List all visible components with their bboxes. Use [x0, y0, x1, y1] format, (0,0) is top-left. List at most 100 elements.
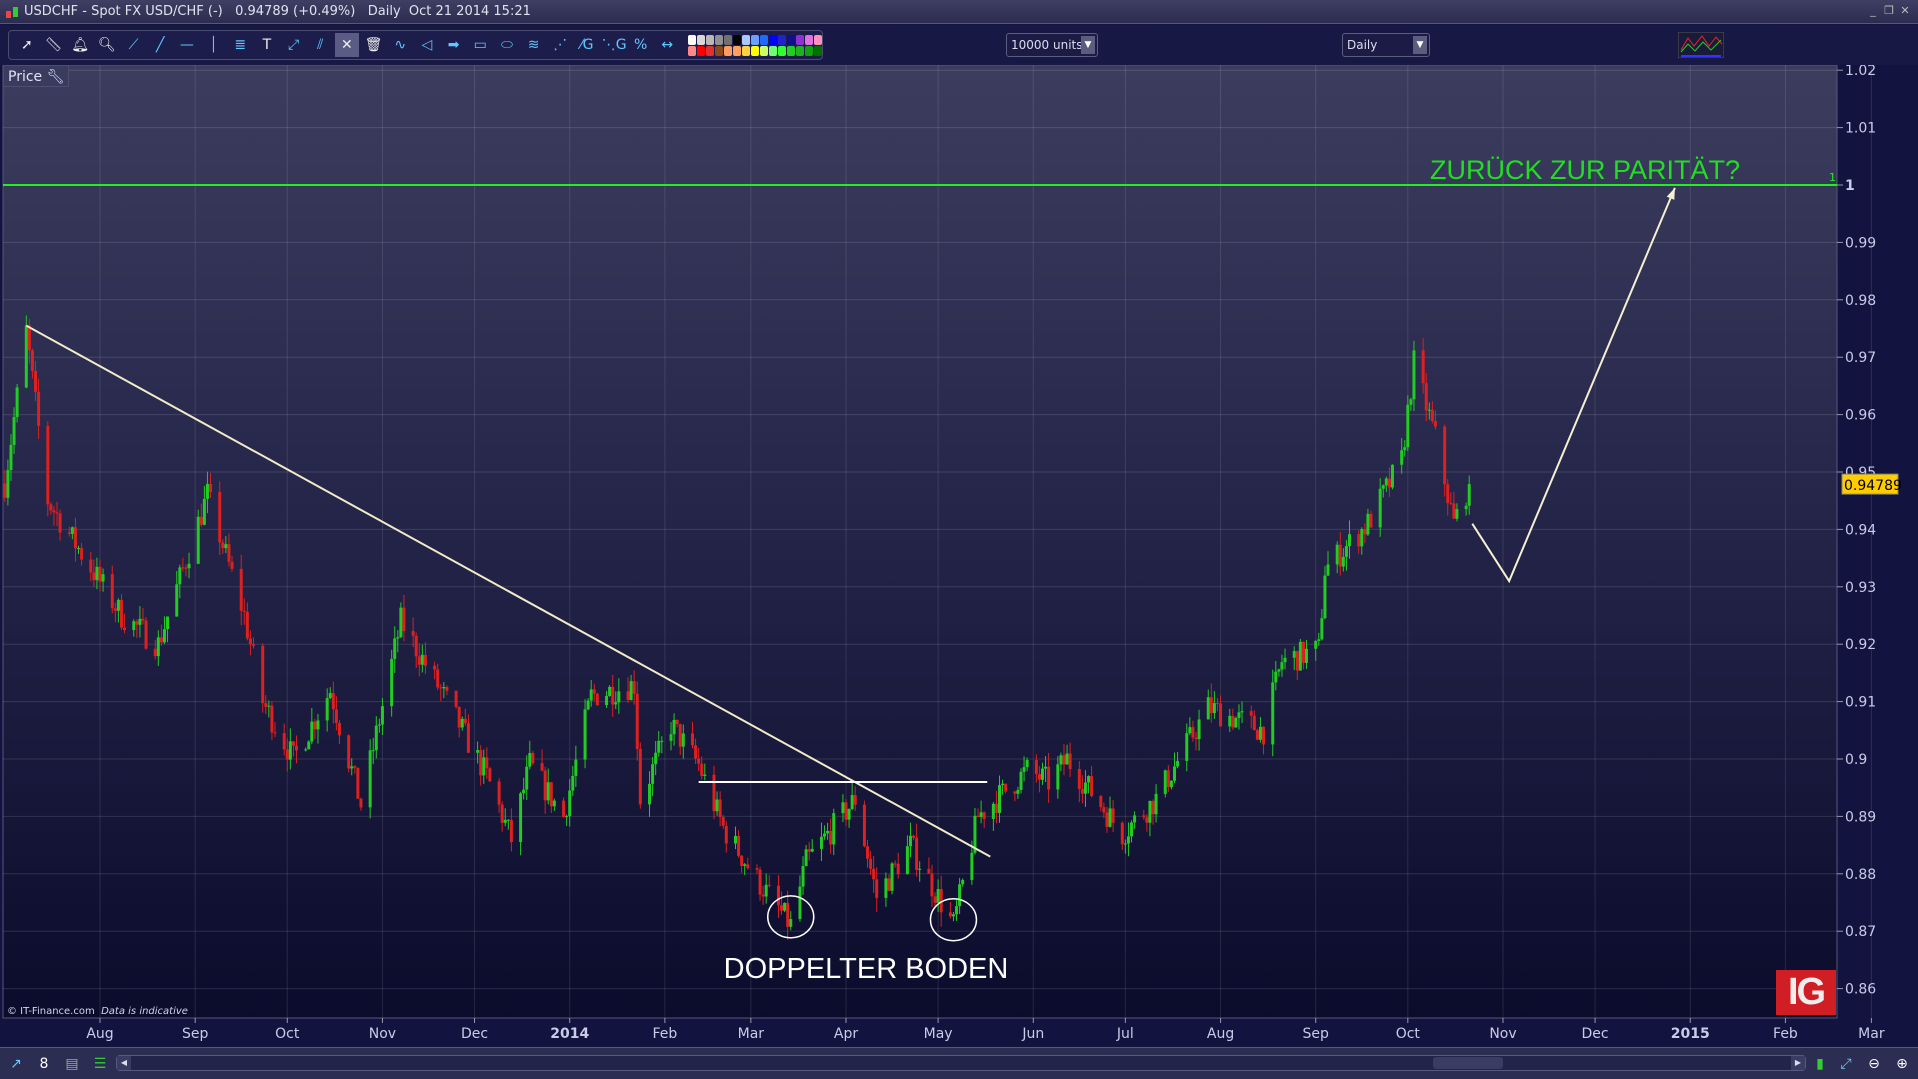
gann-line-icon[interactable]: ⁄G	[580, 37, 594, 53]
trash-icon[interactable]: 🗑︎	[364, 37, 383, 53]
zoom-icon[interactable]: 🔍︎	[97, 37, 116, 53]
color-swatch[interactable]	[769, 45, 778, 56]
candle-body	[445, 686, 449, 691]
order-book-icon[interactable]: ☰	[93, 1056, 107, 1072]
candle-body	[884, 878, 888, 898]
color-swatch[interactable]	[715, 45, 724, 56]
candle-body	[27, 325, 31, 351]
candle	[1166, 765, 1170, 792]
alert-bell-icon[interactable]: 🔔︎	[71, 37, 90, 53]
color-swatch[interactable]	[724, 34, 733, 45]
color-swatch[interactable]	[814, 45, 823, 56]
chart-type-icon[interactable]	[1678, 32, 1724, 58]
horizontal-line-icon[interactable]: —	[179, 37, 194, 53]
candle-body	[242, 610, 246, 612]
close-icon[interactable]: ✕	[1900, 4, 1910, 17]
color-swatch[interactable]	[778, 45, 787, 56]
candle	[1083, 770, 1087, 807]
candle-body	[1305, 648, 1309, 663]
measure-icon[interactable]: ↔	[661, 37, 674, 53]
pointer-icon[interactable]: ➚	[20, 37, 33, 53]
candle	[648, 771, 652, 817]
candle	[807, 841, 811, 861]
vertical-line-icon[interactable]: │	[209, 37, 218, 53]
color-swatch[interactable]	[688, 34, 697, 45]
scroll-left-icon[interactable]: ◀	[117, 1056, 131, 1070]
color-swatch[interactable]	[697, 34, 706, 45]
color-swatch[interactable]	[724, 45, 733, 56]
chart-settings-icon[interactable]: ↗	[10, 1056, 22, 1072]
candle	[525, 755, 529, 801]
indicator-list-icon[interactable]: ▤	[65, 1056, 79, 1072]
zoom-out-icon[interactable]: ⊖	[1868, 1056, 1880, 1072]
color-swatch[interactable]	[787, 34, 796, 45]
triangle-icon[interactable]: ◁	[421, 37, 433, 53]
color-swatch[interactable]	[751, 34, 760, 45]
color-swatch[interactable]	[796, 34, 805, 45]
extended-line-icon[interactable]: ╱	[155, 37, 165, 53]
candle-body	[1249, 711, 1253, 716]
candle	[9, 434, 13, 481]
candle-body	[1062, 755, 1066, 765]
ray-icon[interactable]: ⤢	[287, 37, 300, 53]
units-select[interactable]: 10000 units ▼	[1006, 33, 1098, 57]
candle-body	[1145, 817, 1149, 823]
candle-body	[1176, 760, 1180, 767]
horizontal-scrollbar[interactable]: ◀ ▶	[116, 1055, 1806, 1071]
x-tick-label: Mar	[1858, 1026, 1885, 1042]
candle	[998, 775, 1002, 823]
color-swatch[interactable]	[742, 34, 751, 45]
auto-zoom-icon[interactable]: ⤢	[1840, 1056, 1852, 1072]
color-swatch[interactable]	[805, 45, 814, 56]
restore-icon[interactable]: ❐	[1884, 4, 1894, 17]
gann-fan-g-icon[interactable]: ⋱G	[601, 37, 627, 53]
color-swatch[interactable]	[697, 45, 706, 56]
color-swatch[interactable]	[742, 45, 751, 56]
color-swatch[interactable]	[796, 45, 805, 56]
percent-retracement-icon[interactable]: %	[633, 37, 648, 53]
color-swatch[interactable]	[769, 34, 778, 45]
candle	[1173, 752, 1176, 783]
color-swatch[interactable]	[787, 45, 796, 56]
color-swatch[interactable]	[688, 45, 697, 56]
link-icon[interactable]: 8	[39, 1056, 49, 1072]
color-swatch[interactable]	[706, 34, 715, 45]
candle-body	[841, 802, 845, 814]
price-panel-label[interactable]: Price 🔧︎	[3, 65, 70, 87]
arrow-icon[interactable]: ➡	[447, 37, 460, 53]
minimize-icon[interactable]: _	[1870, 4, 1876, 17]
scrollbar-thumb[interactable]	[1433, 1057, 1503, 1069]
color-swatch[interactable]	[706, 45, 715, 56]
color-swatch[interactable]	[760, 45, 769, 56]
candle-body	[3, 483, 7, 498]
gann-fan-icon[interactable]: ⋰	[553, 37, 568, 53]
trend-line-icon[interactable]: ⟋	[128, 37, 139, 53]
text-icon[interactable]: T	[262, 37, 272, 53]
candle-style-icon[interactable]: ▮	[1816, 1056, 1824, 1072]
ellipse-icon[interactable]: ⬭	[500, 37, 513, 53]
fib-fan-icon[interactable]: ≋	[527, 37, 540, 53]
scroll-right-icon[interactable]: ▶	[1791, 1056, 1805, 1070]
color-swatch[interactable]	[733, 34, 742, 45]
candle	[1062, 744, 1066, 776]
color-swatch[interactable]	[805, 34, 814, 45]
rectangle-icon[interactable]: ▭	[473, 37, 487, 53]
y-tick-label: 1.02	[1845, 63, 1876, 79]
zoom-in-icon[interactable]: ⊕	[1896, 1056, 1908, 1072]
color-swatch[interactable]	[778, 34, 787, 45]
x-tick-label: Sep	[182, 1026, 209, 1042]
ruler-icon[interactable]: 📏︎	[44, 37, 63, 53]
candle	[743, 863, 747, 876]
properties-icon[interactable]: ✕	[335, 33, 359, 57]
x-tick-label: Jul	[1116, 1026, 1134, 1042]
color-swatch[interactable]	[814, 34, 823, 45]
color-swatch[interactable]	[751, 45, 760, 56]
parallel-lines-icon[interactable]: ⫽	[317, 37, 324, 53]
color-swatch[interactable]	[715, 34, 724, 45]
fibonacci-icon[interactable]: ≣	[234, 37, 247, 53]
color-swatch[interactable]	[733, 45, 742, 56]
interval-select[interactable]: Daily ▼	[1342, 33, 1430, 57]
color-swatch[interactable]	[760, 34, 769, 45]
channel-icon[interactable]: ∿	[394, 37, 407, 53]
